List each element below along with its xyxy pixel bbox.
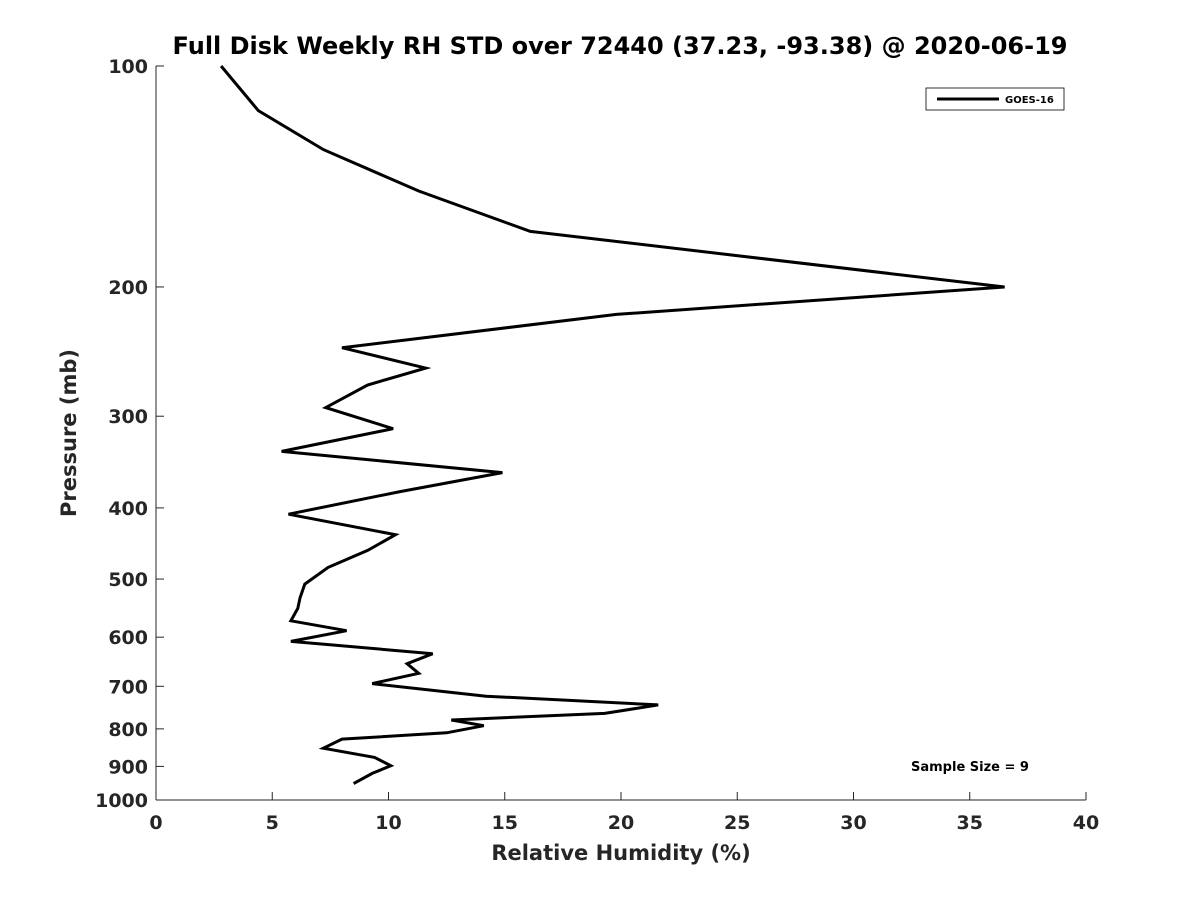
plot-area: 0 5 10 15 20 25 30 35 40 100 200 300 400 500 600 700 80… [95, 56, 1099, 834]
x-tick-label: 10 [375, 812, 401, 834]
y-tick-label: 900 [108, 756, 148, 778]
chart-title: Full Disk Weekly RH STD over 72440 (37.2… [173, 32, 1068, 60]
y-tick-label: 200 [108, 277, 148, 299]
y-tick-label: 100 [108, 56, 148, 78]
legend: GOES-16 [925, 87, 1065, 111]
y-axis-ticks: 100 200 300 400 500 600 700 800 900 1000 [95, 56, 164, 812]
sample-size-annotation: Sample Size = 9 [911, 760, 1029, 775]
y-tick-label: 600 [108, 627, 148, 649]
x-axis-label: Relative Humidity (%) [491, 841, 750, 865]
x-tick-label: 15 [492, 812, 518, 834]
y-tick-label: 800 [108, 719, 148, 741]
legend-label: GOES-16 [1005, 95, 1054, 106]
y-tick-label: 1000 [95, 790, 148, 812]
y-tick-label: 300 [108, 406, 148, 428]
y-tick-label: 700 [108, 676, 148, 698]
x-tick-label: 20 [608, 812, 634, 834]
y-axis-label: Pressure (mb) [57, 349, 81, 517]
x-tick-label: 30 [840, 812, 866, 834]
series-line-goes-16 [219, 65, 1005, 785]
x-axis-ticks: 0 5 10 15 20 25 30 35 40 [149, 792, 1099, 834]
x-tick-label: 5 [266, 812, 279, 834]
y-tick-label: 400 [108, 498, 148, 520]
y-tick-label: 500 [108, 569, 148, 591]
x-tick-label: 35 [957, 812, 983, 834]
x-tick-label: 40 [1073, 812, 1099, 834]
x-tick-label: 25 [724, 812, 750, 834]
x-tick-label: 0 [149, 812, 162, 834]
